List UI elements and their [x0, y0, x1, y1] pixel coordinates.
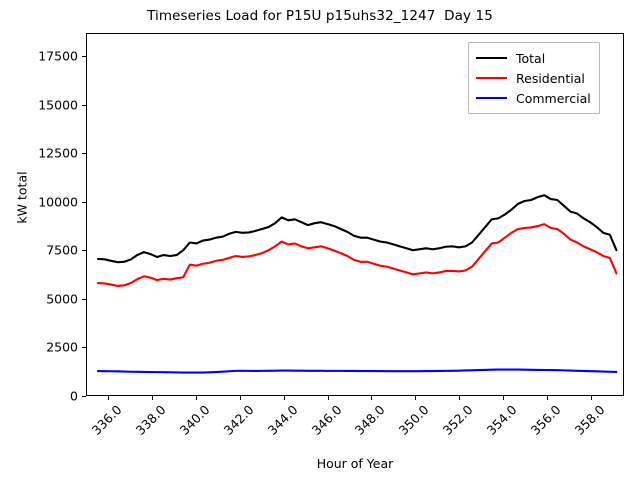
x-axis-tick-labels: 336.0 338.0 340.0 342.0 344.0 346.0 348.0 350.0…	[86, 402, 624, 462]
legend-entry-total[interactable]: Total	[476, 48, 591, 68]
y-tick-mark	[82, 396, 86, 397]
x-axis-label: Hour of Year	[316, 456, 394, 471]
y-tick-mark	[82, 347, 86, 349]
y-tick-label: 0	[70, 388, 78, 404]
x-tick-mark	[195, 396, 197, 400]
legend-entry-commercial[interactable]: Commercial	[476, 88, 591, 108]
y-tick-label: 15000	[38, 97, 78, 113]
y-tick-mark	[82, 250, 86, 252]
x-tick-label: 342.0	[220, 402, 257, 438]
chart-legend: Total Residential Commercial	[468, 42, 600, 114]
x-tick-mark	[107, 396, 109, 400]
y-tick-label: 17500	[38, 48, 78, 64]
x-tick-label: 350.0	[396, 402, 432, 438]
y-tick-mark	[82, 298, 86, 300]
y-axis-tick-labels: 0 2500 5000 7500 10000 12500 15000 17500	[0, 33, 78, 404]
x-tick-mark	[547, 396, 549, 400]
x-tick-mark	[371, 396, 373, 400]
x-tick-mark	[283, 396, 285, 400]
x-tick-label: 338.0	[132, 402, 169, 438]
x-tick-mark	[151, 396, 153, 400]
legend-label: Commercial	[516, 90, 591, 106]
y-tick-label: 5000	[46, 291, 78, 307]
legend-swatch-residential	[476, 77, 507, 79]
x-tick-label: 356.0	[527, 402, 564, 438]
series-line-total	[98, 195, 616, 262]
x-tick-label: 352.0	[439, 402, 476, 438]
legend-label: Residential	[516, 70, 585, 86]
x-tick-mark	[327, 396, 329, 400]
x-tick-label: 348.0	[352, 402, 389, 438]
x-tick-mark	[415, 396, 417, 400]
legend-swatch-total	[476, 57, 507, 59]
y-tick-mark	[82, 104, 86, 106]
y-tick-mark	[82, 56, 86, 58]
plot-lines	[87, 34, 623, 395]
series-line-residential	[98, 224, 616, 286]
x-axis-tick-marks	[86, 396, 624, 402]
legend-swatch-commercial	[476, 97, 507, 99]
x-tick-label: 344.0	[264, 402, 301, 438]
x-tick-mark	[239, 396, 241, 400]
y-tick-label: 10000	[38, 194, 78, 210]
y-tick-label: 2500	[46, 339, 78, 355]
chart-title: Timeseries Load for P15U p15uhs32_1247 D…	[147, 8, 493, 24]
series-line-commercial	[98, 370, 616, 373]
x-tick-label: 358.0	[571, 402, 608, 438]
x-tick-label: 346.0	[308, 402, 345, 438]
x-tick-mark	[459, 396, 461, 400]
legend-entry-residential[interactable]: Residential	[476, 68, 591, 88]
x-tick-mark	[591, 396, 593, 400]
y-tick-mark	[82, 201, 86, 203]
legend-label: Total	[516, 50, 546, 66]
y-tick-label: 7500	[46, 242, 78, 258]
y-tick-label: 12500	[38, 145, 78, 161]
x-tick-mark	[503, 396, 505, 400]
y-tick-mark	[82, 153, 86, 155]
x-tick-label: 336.0	[88, 402, 125, 438]
y-axis-tick-marks	[0, 33, 90, 397]
x-tick-label: 340.0	[176, 402, 213, 438]
x-tick-label: 354.0	[483, 402, 520, 438]
